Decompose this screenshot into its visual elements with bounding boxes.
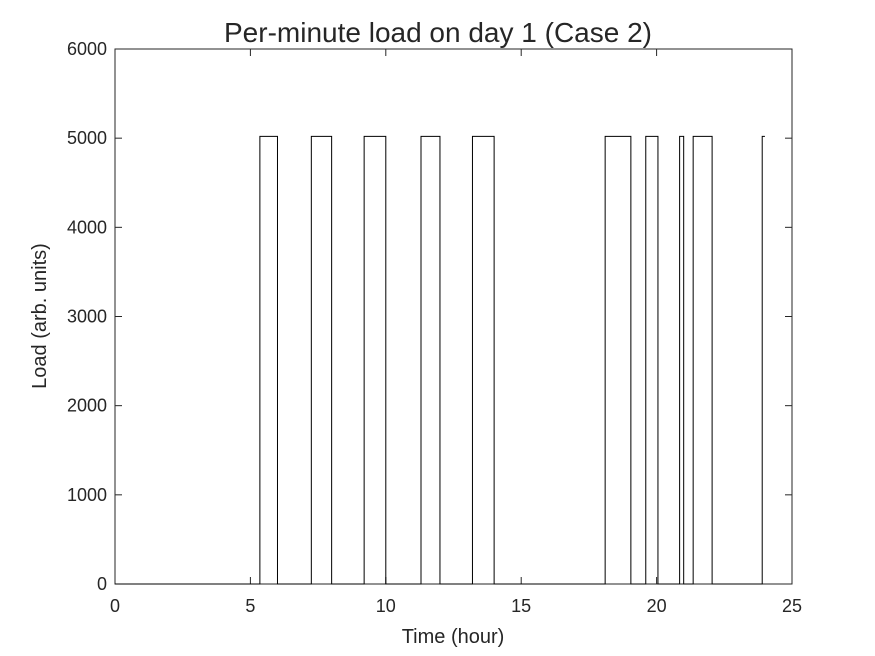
x-tick-label: 0 [110, 596, 120, 616]
x-tick-label: 10 [376, 596, 396, 616]
y-tick-label: 1000 [67, 485, 107, 505]
x-axis-label: Time (hour) [402, 626, 505, 648]
y-tick-label: 6000 [67, 39, 107, 59]
x-tick-label: 25 [782, 596, 802, 616]
y-tick-label: 3000 [67, 307, 107, 327]
chart-title: Per-minute load on day 1 (Case 2) [224, 17, 652, 48]
axes-box [114, 48, 793, 585]
series-layer [115, 135, 765, 585]
x-tick-label: 20 [647, 596, 667, 616]
x-tick-label: 5 [245, 596, 255, 616]
series-line [115, 135, 765, 585]
y-axis-label: Load (arb. units) [29, 243, 51, 389]
plot-area [114, 48, 793, 585]
y-tick-label: 5000 [67, 128, 107, 148]
y-tick-label: 2000 [67, 396, 107, 416]
x-axis: 0 5 10 15 20 25 [110, 49, 802, 616]
y-tick-label: 4000 [67, 217, 107, 237]
y-tick-label: 0 [97, 574, 107, 594]
x-tick-label: 15 [511, 596, 531, 616]
